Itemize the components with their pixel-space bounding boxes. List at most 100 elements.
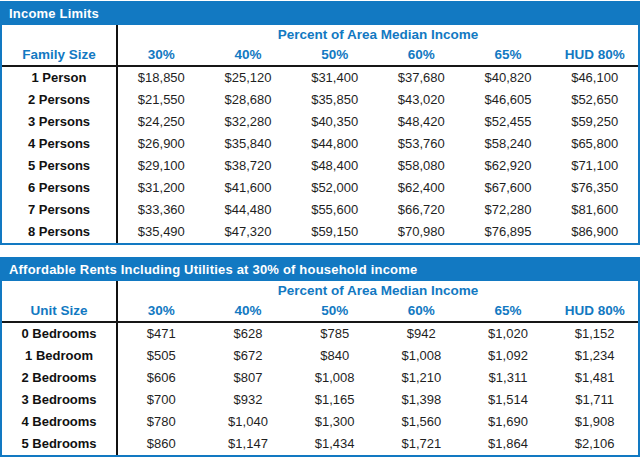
- cell-value: $1,311: [465, 367, 552, 389]
- column-header-hud80pct: HUD 80%: [551, 45, 638, 65]
- cell-value: $700: [118, 389, 205, 411]
- cell-value: $628: [205, 323, 292, 345]
- row-label: 4 Persons: [2, 133, 118, 155]
- cell-value: $505: [118, 345, 205, 367]
- cell-value: $65,800: [551, 133, 638, 155]
- table-row: 8 Persons$35,490$47,320$59,150$70,980$76…: [2, 221, 638, 243]
- cell-value: $1,008: [378, 345, 465, 367]
- cell-value: $62,400: [378, 177, 465, 199]
- cell-value: $29,100: [118, 155, 205, 177]
- cell-value: $52,455: [465, 111, 552, 133]
- cell-value: $53,760: [378, 133, 465, 155]
- cell-value: $2,106: [551, 433, 638, 455]
- column-header-65pct: 65%: [465, 45, 552, 65]
- table-row: 7 Persons$33,360$44,480$55,600$66,720$72…: [2, 199, 638, 221]
- affordable-rents-table: Affordable Rents Including Utilities at …: [0, 257, 640, 457]
- column-header-40pct: 40%: [205, 45, 292, 65]
- cell-value: $1,711: [551, 389, 638, 411]
- row-label: 5 Bedrooms: [2, 433, 118, 455]
- cell-value: $1,721: [378, 433, 465, 455]
- cell-value: $1,560: [378, 411, 465, 433]
- table-row: 1 Person$18,850$25,120$31,400$37,680$40,…: [2, 67, 638, 89]
- cell-value: $48,400: [291, 155, 378, 177]
- cell-value: $1,165: [291, 389, 378, 411]
- cell-value: $59,250: [551, 111, 638, 133]
- row-label: 4 Bedrooms: [2, 411, 118, 433]
- cell-value: $33,360: [118, 199, 205, 221]
- cell-value: $59,150: [291, 221, 378, 243]
- percent-of-ami-header: Percent of Area Median Income: [118, 281, 638, 301]
- cell-value: $785: [291, 323, 378, 345]
- table-title: Affordable Rents Including Utilities at …: [2, 259, 638, 281]
- cell-value: $38,720: [205, 155, 292, 177]
- column-header-unit-size: Unit Size: [2, 301, 118, 321]
- row-label: 2 Persons: [2, 89, 118, 111]
- cell-value: $860: [118, 433, 205, 455]
- cell-value: $942: [378, 323, 465, 345]
- table-row: 2 Persons$21,550$28,680$35,850$43,020$46…: [2, 89, 638, 111]
- cell-value: $41,600: [205, 177, 292, 199]
- table-row: 4 Persons$26,900$35,840$44,800$53,760$58…: [2, 133, 638, 155]
- income-limits-header: Percent of Area Median Income Family Siz…: [2, 25, 638, 67]
- cell-value: $52,000: [291, 177, 378, 199]
- cell-value: $21,550: [118, 89, 205, 111]
- cell-value: $1,152: [551, 323, 638, 345]
- cell-value: $55,600: [291, 199, 378, 221]
- row-label: 7 Persons: [2, 199, 118, 221]
- cell-value: $32,280: [205, 111, 292, 133]
- cell-value: $43,020: [378, 89, 465, 111]
- cell-value: $606: [118, 367, 205, 389]
- cell-value: $71,100: [551, 155, 638, 177]
- column-header-30pct: 30%: [118, 45, 205, 65]
- row-label: 2 Bedrooms: [2, 367, 118, 389]
- cell-value: $1,481: [551, 367, 638, 389]
- cell-value: $1,210: [378, 367, 465, 389]
- column-header-50pct: 50%: [291, 45, 378, 65]
- table-row: 3 Persons$24,250$32,280$40,350$48,420$52…: [2, 111, 638, 133]
- cell-value: $1,008: [291, 367, 378, 389]
- cell-value: $35,850: [291, 89, 378, 111]
- cell-value: $66,720: [378, 199, 465, 221]
- cell-value: $28,680: [205, 89, 292, 111]
- cell-value: $1,398: [378, 389, 465, 411]
- cell-value: $471: [118, 323, 205, 345]
- cell-value: $52,650: [551, 89, 638, 111]
- cell-value: $1,690: [465, 411, 552, 433]
- affordable-rents-header: Percent of Area Median Income Unit Size …: [2, 281, 638, 323]
- row-label: 0 Bedrooms: [2, 323, 118, 345]
- table-row: 6 Persons$31,200$41,600$52,000$62,400$67…: [2, 177, 638, 199]
- column-header-50pct: 50%: [291, 301, 378, 321]
- row-label: 1 Bedroom: [2, 345, 118, 367]
- cell-value: $932: [205, 389, 292, 411]
- column-header-hud80pct: HUD 80%: [551, 301, 638, 321]
- table-row: 2 Bedrooms$606$807$1,008$1,210$1,311$1,4…: [2, 367, 638, 389]
- cell-value: $1,434: [291, 433, 378, 455]
- row-label: 8 Persons: [2, 221, 118, 243]
- cell-value: $58,080: [378, 155, 465, 177]
- cell-value: $24,250: [118, 111, 205, 133]
- row-label: 3 Bedrooms: [2, 389, 118, 411]
- table-row: 5 Persons$29,100$38,720$48,400$58,080$62…: [2, 155, 638, 177]
- page: Income Limits Percent of Area Median Inc…: [0, 0, 640, 458]
- cell-value: $1,300: [291, 411, 378, 433]
- cell-value: $86,900: [551, 221, 638, 243]
- cell-value: $1,514: [465, 389, 552, 411]
- cell-value: $35,490: [118, 221, 205, 243]
- column-header-40pct: 40%: [205, 301, 292, 321]
- cell-value: $840: [291, 345, 378, 367]
- cell-value: $70,980: [378, 221, 465, 243]
- income-limits-body: 1 Person$18,850$25,120$31,400$37,680$40,…: [2, 67, 638, 243]
- cell-value: $48,420: [378, 111, 465, 133]
- cell-value: $44,800: [291, 133, 378, 155]
- cell-value: $76,895: [465, 221, 552, 243]
- table-row: 1 Bedroom$505$672$840$1,008$1,092$1,234: [2, 345, 638, 367]
- table-row: 3 Bedrooms$700$932$1,165$1,398$1,514$1,7…: [2, 389, 638, 411]
- column-header-65pct: 65%: [465, 301, 552, 321]
- table-row: 4 Bedrooms$780$1,040$1,300$1,560$1,690$1…: [2, 411, 638, 433]
- cell-value: $46,100: [551, 67, 638, 89]
- cell-value: $67,600: [465, 177, 552, 199]
- cell-value: $1,864: [465, 433, 552, 455]
- income-limits-table: Income Limits Percent of Area Median Inc…: [0, 1, 640, 245]
- cell-value: $1,020: [465, 323, 552, 345]
- row-label: 6 Persons: [2, 177, 118, 199]
